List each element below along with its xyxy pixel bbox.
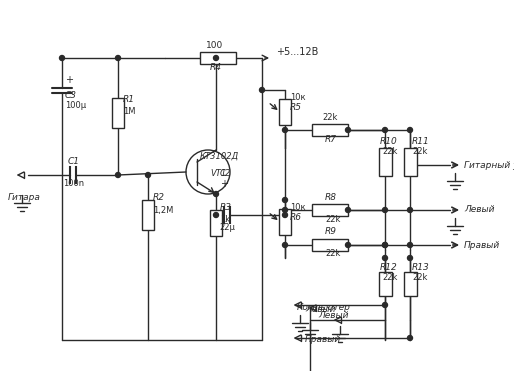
Bar: [279, 209, 291, 235]
Text: 100n: 100n: [63, 180, 84, 188]
Circle shape: [382, 302, 388, 308]
Bar: [200, 52, 236, 64]
Circle shape: [408, 207, 413, 213]
Text: R6: R6: [290, 213, 302, 223]
Circle shape: [283, 213, 287, 217]
Text: R1: R1: [123, 95, 135, 105]
Text: Левый: Левый: [318, 312, 348, 321]
Text: R10: R10: [380, 138, 398, 147]
Text: C3: C3: [65, 91, 77, 99]
Text: VT1: VT1: [210, 170, 226, 178]
Text: R2: R2: [153, 194, 165, 203]
Circle shape: [345, 128, 351, 132]
Circle shape: [283, 197, 287, 203]
Circle shape: [382, 128, 388, 132]
Circle shape: [116, 56, 120, 60]
Text: 100µ: 100µ: [65, 101, 86, 109]
Bar: [378, 148, 392, 176]
Text: 22µ: 22µ: [219, 223, 235, 232]
Text: +5...12В: +5...12В: [276, 47, 318, 57]
Circle shape: [408, 243, 413, 247]
Circle shape: [283, 243, 287, 247]
Bar: [142, 200, 154, 230]
Text: 22k: 22k: [322, 114, 337, 122]
Circle shape: [283, 207, 287, 213]
Circle shape: [382, 207, 388, 213]
Text: R5: R5: [290, 104, 302, 112]
Circle shape: [408, 335, 413, 341]
Circle shape: [116, 173, 120, 177]
Bar: [210, 210, 222, 236]
Circle shape: [213, 213, 218, 217]
Bar: [312, 239, 348, 251]
Circle shape: [213, 56, 218, 60]
Text: 1k: 1k: [220, 216, 230, 224]
Text: 10к: 10к: [290, 93, 306, 102]
Text: Гитара: Гитара: [8, 193, 41, 201]
Bar: [378, 272, 392, 296]
Circle shape: [408, 256, 413, 260]
Text: 22k: 22k: [382, 148, 397, 157]
Text: R3: R3: [220, 204, 232, 213]
Text: 22k: 22k: [412, 148, 427, 157]
Text: 1M: 1M: [123, 108, 136, 116]
Circle shape: [260, 88, 265, 92]
Bar: [112, 98, 124, 128]
Text: R7: R7: [325, 135, 337, 144]
Text: R11: R11: [412, 138, 430, 147]
Circle shape: [382, 243, 388, 247]
Text: КТ3102Д: КТ3102Д: [200, 151, 239, 161]
Circle shape: [145, 173, 151, 177]
Text: R12: R12: [380, 263, 398, 273]
Text: Правый: Правый: [305, 335, 341, 345]
Bar: [312, 204, 348, 216]
Text: Правый: Правый: [464, 240, 500, 250]
Text: Левый: Левый: [305, 305, 336, 313]
Bar: [403, 148, 416, 176]
Text: C1: C1: [68, 157, 80, 165]
Bar: [312, 124, 348, 136]
Text: R9: R9: [325, 227, 337, 236]
Text: C2: C2: [220, 170, 231, 178]
Circle shape: [345, 243, 351, 247]
Text: 1,2M: 1,2M: [153, 206, 173, 214]
Text: 10к: 10к: [290, 204, 306, 213]
Text: R4: R4: [210, 63, 222, 72]
Text: R8: R8: [325, 194, 337, 203]
Bar: [403, 272, 416, 296]
Circle shape: [345, 207, 351, 213]
Circle shape: [408, 128, 413, 132]
Circle shape: [283, 128, 287, 132]
Text: 100: 100: [206, 42, 223, 50]
Text: 22k: 22k: [412, 273, 427, 282]
Text: Компьютер: Компьютер: [297, 303, 351, 312]
Text: R13: R13: [412, 263, 430, 273]
Bar: [279, 99, 291, 125]
Circle shape: [382, 256, 388, 260]
Circle shape: [382, 243, 388, 247]
Text: 22k: 22k: [325, 249, 340, 257]
Text: Гитарный усилитель: Гитарный усилитель: [464, 161, 514, 170]
Text: +: +: [65, 75, 73, 85]
Text: Левый: Левый: [464, 206, 494, 214]
Text: 22k: 22k: [325, 216, 340, 224]
Circle shape: [60, 56, 64, 60]
Text: +: +: [220, 179, 228, 189]
Text: 22k: 22k: [382, 273, 397, 282]
Circle shape: [213, 191, 218, 197]
